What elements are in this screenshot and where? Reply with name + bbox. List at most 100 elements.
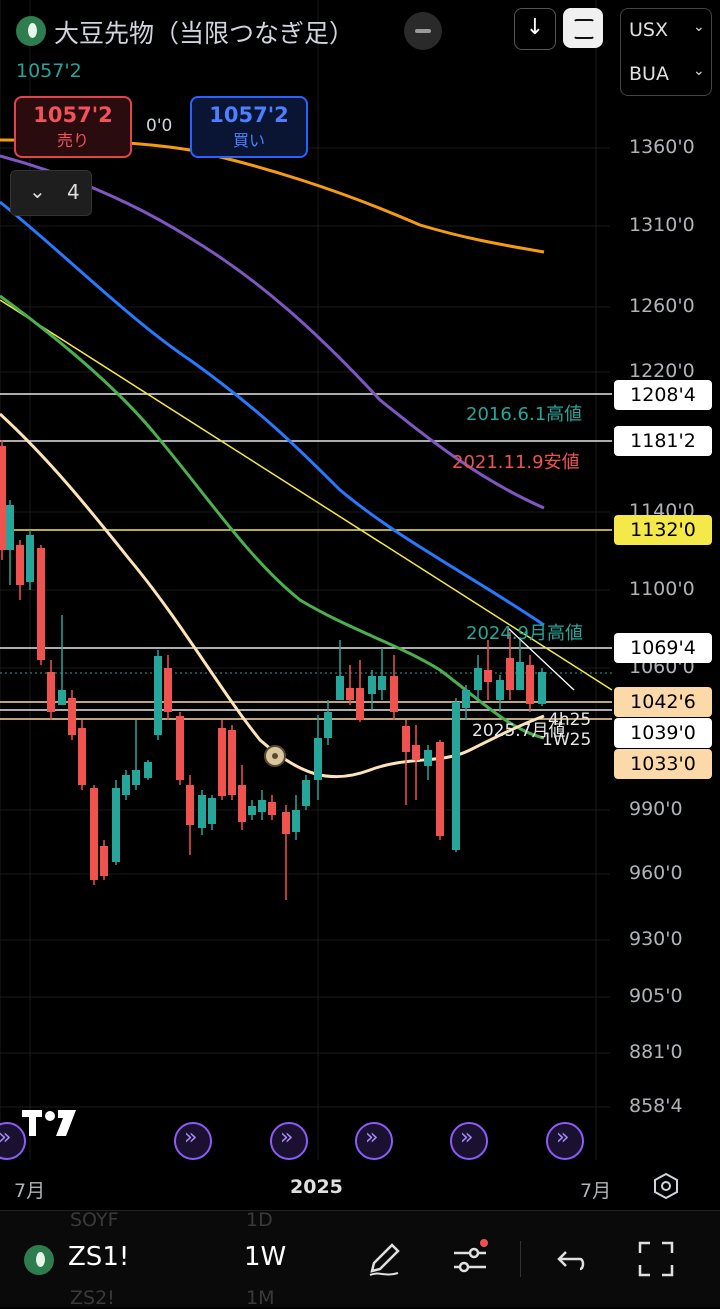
- ghost-interval: 1D: [246, 1209, 273, 1231]
- axis-label: 1360'0: [629, 136, 695, 158]
- chevron-down-icon: ⌄: [693, 19, 705, 35]
- axis-label: 1100'0: [629, 578, 695, 600]
- candle-body: [402, 726, 410, 752]
- replay-icon[interactable]: [355, 1122, 393, 1160]
- level-tag[interactable]: 1181'2: [614, 426, 712, 456]
- candle-body: [436, 742, 444, 836]
- candle-body: [16, 545, 24, 585]
- time-label: 7月: [580, 1180, 612, 1202]
- level-tag[interactable]: 1033'0: [614, 749, 712, 779]
- note-2025-july: 2025.7月値: [472, 721, 566, 741]
- time-label: 2025: [290, 1176, 343, 1198]
- currency-label: USX: [629, 19, 668, 41]
- exchange-label: BUA: [629, 63, 669, 85]
- level-tag[interactable]: 1039'0: [614, 718, 712, 748]
- candle-body: [526, 665, 534, 704]
- unit-selector[interactable]: USX ⌄ BUA ⌄: [620, 8, 712, 96]
- candle-body: [314, 738, 322, 780]
- indicators-toggle[interactable]: ⌄ 4: [10, 170, 92, 216]
- note-1w25: 1W25: [542, 730, 592, 750]
- candle-body: [68, 698, 76, 735]
- time-label: 7月: [14, 1180, 46, 1202]
- replay-icon[interactable]: [450, 1122, 488, 1160]
- candle-body: [0, 446, 6, 550]
- candle-body: [258, 800, 266, 812]
- axis-label: 1260'0: [629, 295, 695, 317]
- symbol-selector[interactable]: ZS1!: [68, 1242, 130, 1272]
- chart-area[interactable]: 大豆先物（当限つなぎ足） ↓ USX ⌄ BUA ⌄ 1057'2 1057'2…: [0, 0, 720, 1210]
- candle-body: [186, 785, 194, 825]
- candle-body: [26, 535, 34, 582]
- axis-label: 881'0: [629, 1041, 683, 1063]
- candle-body: [506, 658, 514, 690]
- level-tag[interactable]: 1042'6: [614, 687, 712, 717]
- pen-icon[interactable]: [364, 1239, 404, 1279]
- candle-body: [58, 690, 66, 705]
- replay-icon[interactable]: [546, 1122, 584, 1160]
- symbol-title: 大豆先物（当限つなぎ足）: [54, 19, 355, 48]
- axis-label: 930'0: [629, 928, 683, 950]
- minus-icon[interactable]: [404, 12, 442, 50]
- candle-body: [538, 672, 546, 704]
- frame-icon[interactable]: [563, 8, 603, 48]
- candle-body: [100, 846, 108, 876]
- candle-body: [324, 712, 332, 738]
- buy-price: 1057'2: [209, 103, 289, 127]
- price-chart[interactable]: [0, 0, 720, 1210]
- candle-body: [282, 812, 290, 834]
- note-2024-high: 2024.9月高値: [466, 623, 583, 644]
- candle-body: [248, 806, 256, 815]
- candle-body: [132, 770, 140, 785]
- replay-icon[interactable]: [174, 1122, 212, 1160]
- candle-body: [452, 702, 460, 850]
- interval-selector[interactable]: 1W: [244, 1242, 287, 1272]
- replay-icon[interactable]: [270, 1122, 308, 1160]
- ma-blue: [0, 200, 545, 627]
- last-price: 1057'2: [16, 60, 82, 82]
- candle-body: [268, 802, 276, 815]
- ma-purple: [0, 154, 545, 510]
- buy-label: 買い: [232, 131, 265, 150]
- candles: [0, 440, 546, 900]
- ghost-symbol: SOYF: [70, 1209, 119, 1231]
- fullscreen-icon[interactable]: [636, 1239, 676, 1279]
- buy-button[interactable]: 1057'2 買い: [190, 96, 308, 158]
- candle-body: [112, 788, 120, 862]
- candle-body: [336, 676, 344, 700]
- settings-hexagon-icon[interactable]: [652, 1172, 680, 1200]
- note-2016-high: 2016.6.1高値: [466, 404, 583, 425]
- trend-line-yellow: [0, 299, 613, 691]
- candle-body: [356, 688, 364, 720]
- axis-label: 1310'0: [629, 214, 695, 236]
- tradingview-logo-icon[interactable]: [22, 1108, 76, 1138]
- sell-button[interactable]: 1057'2 売り: [14, 96, 132, 158]
- sell-price: 1057'2: [33, 103, 113, 127]
- level-tag[interactable]: 1132'0: [614, 515, 712, 545]
- download-arrow-icon[interactable]: ↓: [514, 8, 556, 50]
- candle-body: [144, 762, 152, 778]
- axis-label: 990'0: [629, 798, 683, 820]
- bottom-toolbar: SOYF 1D ZS2! 1M ZS1! 1W: [0, 1209, 720, 1309]
- candle-body: [412, 745, 420, 760]
- sliders-icon[interactable]: [450, 1239, 490, 1279]
- candle-body: [462, 690, 470, 708]
- ghost-symbol: ZS2!: [70, 1287, 115, 1309]
- candle-body: [424, 750, 432, 766]
- axis-label: 858'4: [629, 1095, 683, 1117]
- candle-body: [496, 680, 504, 700]
- undo-icon[interactable]: [550, 1239, 590, 1279]
- candle-body: [198, 795, 206, 828]
- candle-body: [368, 676, 376, 694]
- candle-body: [474, 668, 482, 690]
- level-tag[interactable]: 1069'4: [614, 633, 712, 663]
- candle-body: [6, 505, 14, 550]
- level-tag[interactable]: 1208'4: [614, 380, 712, 410]
- candle-body: [228, 730, 236, 795]
- note-2021-low: 2021.11.9安値: [452, 452, 580, 473]
- soybean-logo-icon: [24, 1245, 54, 1275]
- candle-body: [378, 676, 386, 690]
- candle-body: [176, 716, 184, 780]
- chevron-down-icon: ⌄: [29, 179, 46, 203]
- candle-body: [78, 728, 86, 785]
- indicator-count: 4: [67, 180, 80, 204]
